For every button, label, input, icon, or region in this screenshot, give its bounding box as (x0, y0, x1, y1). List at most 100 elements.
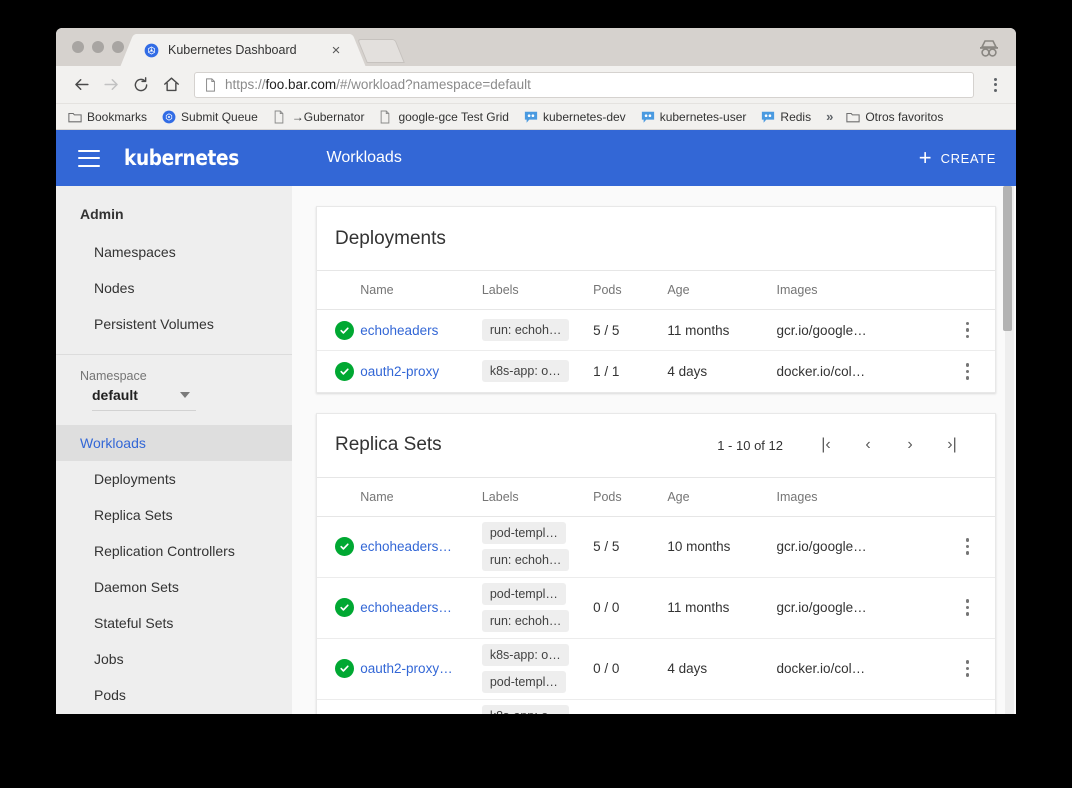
row-menu-icon[interactable] (957, 598, 977, 618)
close-tab-button[interactable]: × (331, 41, 341, 59)
sidebar-item-nodes[interactable]: Nodes (94, 280, 135, 296)
row-menu-icon[interactable] (957, 320, 977, 340)
first-page-button[interactable]: |‹ (821, 436, 831, 453)
column-status (317, 477, 361, 517)
label-chip[interactable]: run: echoh… (481, 549, 570, 571)
reload-button[interactable] (126, 70, 156, 100)
table-header-row: Name Labels Pods Age Images (317, 271, 995, 310)
content-scrollbar-track[interactable] (1003, 186, 1014, 714)
bookmark-redis[interactable]: Redis (761, 110, 811, 124)
row-images: gcr.io/google… (776, 309, 942, 351)
replica-sets-card: Replica Sets 1 - 10 of 12 |‹ ‹ › ›| (316, 412, 996, 714)
close-window-button[interactable] (72, 41, 84, 53)
row-name-cell[interactable]: oauth2-proxy (360, 351, 482, 392)
label-chip[interactable]: pod-templ… (481, 522, 566, 544)
chrome-menu-icon[interactable] (982, 71, 1008, 99)
row-menu-icon[interactable] (957, 361, 977, 381)
label-chip[interactable]: run: echoh… (481, 319, 570, 341)
row-name-cell[interactable]: echoheaders… (360, 577, 482, 639)
sidebar-item-workloads[interactable]: Workloads (56, 425, 292, 461)
back-button[interactable] (66, 70, 96, 100)
label-chip[interactable]: k8s-app: o… (481, 644, 569, 666)
bookmark-bookmarks[interactable]: Bookmarks (68, 110, 147, 124)
chat-icon (641, 110, 655, 124)
table-row[interactable]: oauth2-proxy… k8s-app: o… pod-templ… 0 /… (317, 699, 995, 714)
column-images[interactable]: Images (776, 271, 942, 310)
row-name-cell[interactable]: echoheaders… (360, 516, 482, 578)
bookmark-test-grid[interactable]: google-gce Test Grid (379, 110, 509, 124)
sidebar-item-stateful-sets[interactable]: Stateful Sets (94, 615, 174, 631)
row-name-cell[interactable]: oauth2-proxy… (360, 699, 482, 714)
url-domain: foo.bar.com (265, 77, 337, 92)
sidebar-item-daemon-sets[interactable]: Daemon Sets (94, 579, 179, 595)
bookmark-submit-queue[interactable]: Submit Queue (162, 110, 258, 124)
tab-title: Kubernetes Dashboard (168, 43, 297, 57)
sidebar-item-deployments[interactable]: Deployments (94, 471, 176, 487)
resource-link[interactable]: oauth2-proxy… (360, 661, 453, 676)
table-row[interactable]: echoheaders run: echoh… 5 / 5 11 months (317, 309, 995, 351)
row-menu-icon[interactable] (957, 659, 977, 679)
browser-tab[interactable]: Kubernetes Dashboard × (134, 34, 352, 66)
row-name-cell[interactable]: echoheaders (360, 309, 482, 351)
minimize-window-button[interactable] (92, 41, 104, 53)
row-labels-cell: k8s-app: o… pod-templ… (481, 638, 594, 700)
hamburger-icon[interactable] (78, 149, 100, 167)
resource-link[interactable]: oauth2-proxy (360, 363, 440, 379)
row-menu-icon[interactable] (957, 537, 977, 557)
label-chip[interactable]: run: echoh… (481, 610, 570, 632)
next-page-button[interactable]: › (907, 436, 913, 453)
forward-button[interactable] (96, 70, 126, 100)
table-row[interactable]: oauth2-proxy… k8s-app: o… pod-templ… 0 /… (317, 638, 995, 700)
column-pods[interactable]: Pods (593, 271, 668, 310)
sidebar-item-pods[interactable]: Pods (94, 687, 126, 703)
label-chip[interactable]: k8s-app: o… (481, 705, 569, 714)
row-actions[interactable] (941, 699, 995, 714)
page-title: Workloads (326, 149, 402, 166)
content-scrollbar-thumb[interactable] (1003, 186, 1012, 331)
sidebar-item-jobs[interactable]: Jobs (94, 651, 124, 667)
label-chip[interactable]: pod-templ… (481, 583, 566, 605)
column-pods[interactable]: Pods (593, 477, 668, 517)
column-actions (941, 477, 995, 517)
row-actions[interactable] (941, 577, 995, 639)
sidebar-item-replication-controllers[interactable]: Replication Controllers (94, 543, 235, 559)
column-labels[interactable]: Labels (481, 477, 594, 517)
address-bar[interactable]: https://foo.bar.com/#/workload?namespace… (194, 71, 974, 98)
column-name[interactable]: Name (360, 271, 482, 310)
label-chip[interactable]: pod-templ… (481, 671, 566, 693)
namespace-select[interactable]: default (92, 387, 196, 411)
resource-link[interactable]: echoheaders (360, 322, 439, 338)
column-name[interactable]: Name (360, 477, 482, 517)
create-button[interactable]: + CREATE (919, 147, 996, 169)
column-labels[interactable]: Labels (481, 271, 594, 310)
table-row[interactable]: echoheaders… pod-templ… run: echoh… 5 / … (317, 516, 995, 578)
bookmark-kubernetes-user[interactable]: kubernetes-user (641, 110, 746, 124)
sidebar-item-namespaces[interactable]: Namespaces (94, 244, 176, 260)
bookmark-kubernetes-dev[interactable]: kubernetes-dev (524, 110, 626, 124)
bookmark-other-favorites[interactable]: Otros favoritos (846, 110, 943, 124)
resource-link[interactable]: echoheaders… (360, 600, 452, 615)
column-age[interactable]: Age (667, 477, 777, 517)
row-actions[interactable] (941, 351, 995, 392)
row-actions[interactable] (941, 309, 995, 351)
row-actions[interactable] (941, 638, 995, 700)
column-age[interactable]: Age (667, 271, 777, 310)
sidebar-item-persistent-volumes[interactable]: Persistent Volumes (94, 316, 214, 332)
prev-page-button[interactable]: ‹ (865, 436, 871, 453)
table-row[interactable]: echoheaders… pod-templ… run: echoh… 0 / … (317, 577, 995, 639)
maximize-window-button[interactable] (112, 41, 124, 53)
bookmark-gubernator[interactable]: →Gubernator (273, 110, 364, 124)
home-button[interactable] (156, 70, 186, 100)
sidebar-item-replica-sets[interactable]: Replica Sets (94, 507, 173, 523)
resource-link[interactable]: echoheaders… (360, 539, 452, 554)
label-chip[interactable]: k8s-app: o… (481, 360, 569, 383)
bookmarks-overflow-button[interactable]: » (826, 109, 834, 124)
row-name-cell[interactable]: oauth2-proxy… (360, 638, 482, 700)
new-tab-button[interactable] (357, 39, 405, 63)
row-actions[interactable] (941, 516, 995, 578)
column-images[interactable]: Images (776, 477, 942, 517)
last-page-button[interactable]: ›| (947, 436, 957, 453)
sidebar-divider (56, 354, 292, 355)
table-row[interactable]: oauth2-proxy k8s-app: o… 1 / 1 4 days (317, 351, 995, 392)
create-button-label: CREATE (940, 150, 996, 166)
